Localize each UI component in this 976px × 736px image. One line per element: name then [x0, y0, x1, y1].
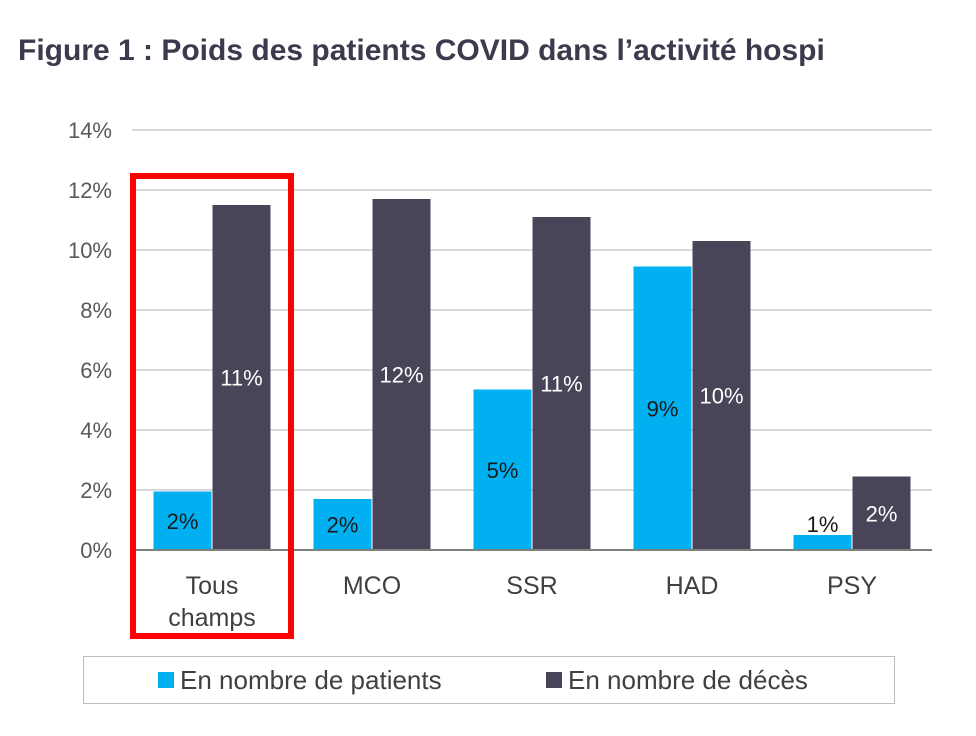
data-label: 2%: [866, 501, 898, 526]
x-category-label: MCO: [343, 572, 401, 600]
data-label: 10%: [699, 384, 743, 409]
x-category-label: champs: [168, 604, 256, 632]
data-label: 9%: [647, 396, 679, 421]
y-tick-label: 4%: [80, 418, 112, 443]
legend-label-patients: En nombre de patients: [180, 664, 442, 695]
legend-item-deces: En nombre de décès: [546, 657, 808, 703]
x-category-label: HAD: [666, 572, 719, 600]
bar: [852, 476, 911, 550]
bar: [313, 499, 372, 550]
highlight-box: [130, 173, 294, 639]
bar-chart: 0% 2% 4% 6% 8% 10% 12% 14% 2% 2% 5% 9% 1% 11% 12% 11% 10…: [68, 118, 932, 632]
y-tick-label: 14%: [68, 118, 112, 143]
data-label: 2%: [167, 509, 199, 534]
figure-title: Figure 1 : Poids des patients COVID dans…: [18, 34, 825, 67]
data-label: 11%: [540, 372, 582, 397]
data-label: 12%: [379, 363, 423, 388]
bar: [532, 217, 591, 550]
x-category-label: PSY: [827, 572, 877, 600]
bar: [633, 266, 692, 550]
y-tick-label: 10%: [68, 238, 112, 263]
y-tick-label: 12%: [68, 178, 112, 203]
data-label: 2%: [327, 513, 359, 538]
y-tick-label: 0%: [80, 538, 112, 563]
bar: [473, 389, 532, 550]
x-category-label: Tous: [186, 572, 239, 600]
chart-legend: En nombre de patients En nombre de décès: [83, 656, 895, 704]
data-label: 1%: [807, 512, 839, 537]
bar: [793, 535, 852, 550]
data-label: 5%: [487, 458, 519, 483]
y-tick-label: 2%: [80, 478, 112, 503]
bar: [153, 491, 212, 550]
data-label: 11%: [220, 366, 262, 391]
legend-swatch-deces: [546, 672, 562, 688]
legend-swatch-patients: [158, 672, 174, 688]
legend-item-patients: En nombre de patients: [158, 657, 442, 703]
y-tick-label: 6%: [80, 358, 112, 383]
bar: [372, 199, 431, 550]
legend-label-deces: En nombre de décès: [568, 664, 808, 695]
bar: [212, 205, 271, 550]
x-category-label: SSR: [506, 572, 557, 600]
y-tick-label: 8%: [80, 298, 112, 323]
bar: [692, 241, 751, 550]
